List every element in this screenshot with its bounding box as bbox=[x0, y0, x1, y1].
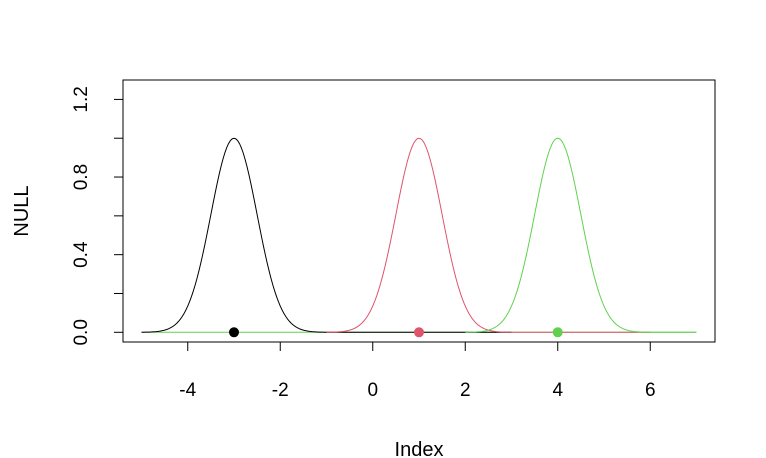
data-point-2 bbox=[414, 327, 424, 338]
x-tick-label: 6 bbox=[645, 380, 656, 401]
data-point-3 bbox=[552, 327, 563, 338]
y-axis: 0.0 0.4 0.8 1.2 bbox=[71, 86, 124, 346]
series-curve-1 bbox=[141, 137, 512, 333]
x-tick-label: 4 bbox=[552, 380, 563, 401]
x-tick-label: 0 bbox=[367, 380, 378, 401]
x-axis-title: Index bbox=[395, 439, 444, 458]
data-point-1 bbox=[229, 327, 239, 338]
x-tick-label: 2 bbox=[460, 380, 471, 401]
series-curve-2 bbox=[326, 137, 651, 333]
y-axis-title: NULL bbox=[11, 185, 33, 236]
x-axis: -4 -2 0 2 4 6 bbox=[179, 341, 656, 401]
series-layer bbox=[141, 137, 697, 333]
y-tick-label: 1.2 bbox=[71, 86, 92, 112]
series-curve-3 bbox=[465, 137, 697, 333]
y-tick-label: 0.0 bbox=[71, 319, 92, 345]
x-tick-label: -4 bbox=[179, 380, 196, 401]
x-tick-label: -2 bbox=[272, 380, 289, 401]
y-tick-label: 0.8 bbox=[71, 164, 92, 190]
points-layer bbox=[229, 327, 563, 338]
y-tick-label: 0.4 bbox=[71, 241, 92, 268]
